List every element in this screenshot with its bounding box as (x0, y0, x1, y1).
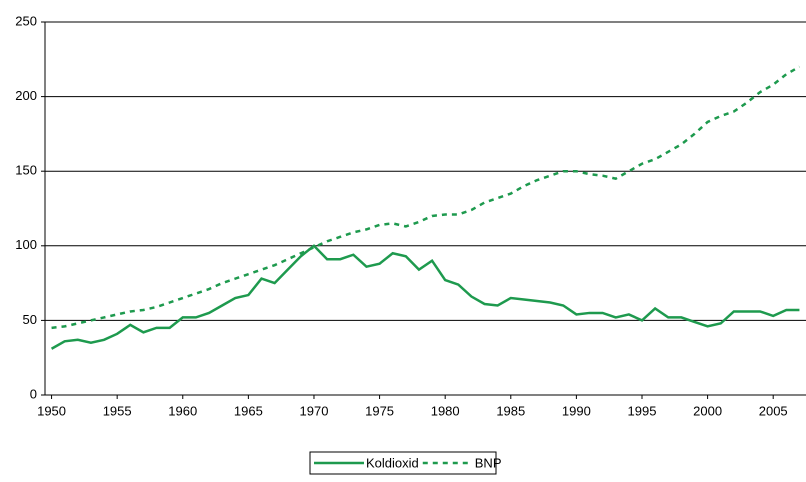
x-tick-label: 1980 (431, 403, 460, 418)
legend-label: BNP (475, 455, 502, 470)
x-tick-label: 1965 (234, 403, 263, 418)
x-tick-label: 1985 (496, 403, 525, 418)
x-tick-label: 1995 (628, 403, 657, 418)
x-tick-label: 1955 (103, 403, 132, 418)
x-tick-label: 1975 (365, 403, 394, 418)
y-tick-label: 250 (15, 13, 37, 28)
legend-label: Koldioxid (366, 455, 419, 470)
x-tick-label: 2000 (693, 403, 722, 418)
y-tick-label: 200 (15, 88, 37, 103)
x-tick-label: 1960 (168, 403, 197, 418)
y-tick-label: 150 (15, 163, 37, 178)
y-tick-label: 100 (15, 237, 37, 252)
x-tick-label: 1970 (300, 403, 329, 418)
legend-box (309, 451, 497, 475)
x-tick-label: 1990 (562, 403, 591, 418)
x-tick-label: 2005 (759, 403, 788, 418)
data-line (50, 244, 800, 350)
y-tick-label: 0 (30, 386, 37, 401)
data-line (51, 65, 801, 330)
y-tick-label: 50 (23, 312, 37, 327)
x-tick-label: 1950 (37, 403, 66, 418)
